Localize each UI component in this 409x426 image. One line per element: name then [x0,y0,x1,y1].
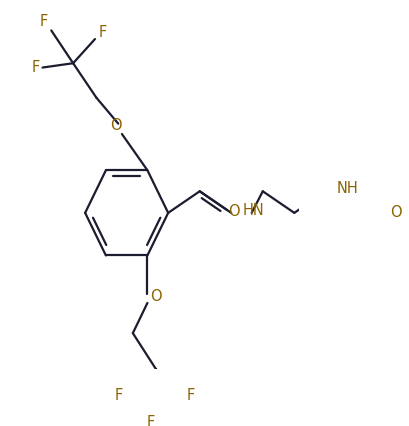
Text: HN: HN [242,203,264,218]
Text: O: O [390,205,401,220]
Text: F: F [114,388,122,403]
Text: F: F [40,14,48,29]
Text: O: O [151,289,162,305]
Text: F: F [31,60,39,75]
Text: O: O [110,118,122,133]
Text: F: F [98,25,106,40]
Text: F: F [187,388,195,403]
Text: NH: NH [337,181,359,196]
Text: F: F [146,415,155,426]
Text: O: O [228,204,240,219]
